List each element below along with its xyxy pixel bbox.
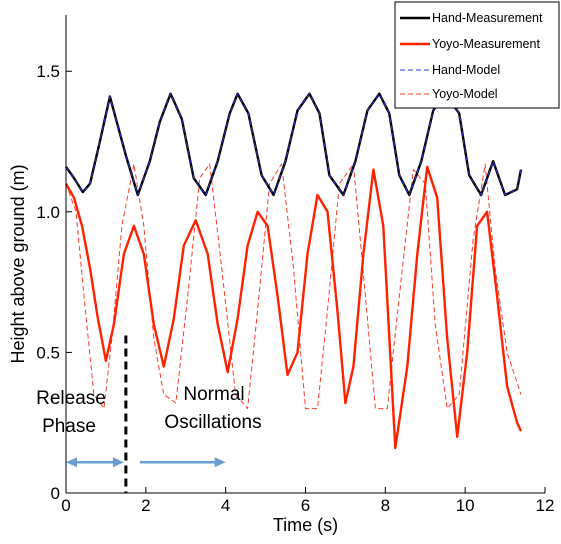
arrow-head (214, 457, 226, 468)
x-tick-label: 10 (456, 496, 475, 515)
y-axis-title: Height above ground (m) (8, 164, 28, 363)
x-tick-label: 8 (381, 496, 390, 515)
x-tick-label: 6 (301, 496, 310, 515)
release-phase-arrow (66, 457, 124, 468)
arrow-head (66, 457, 77, 468)
x-axis-title: Time (s) (273, 515, 338, 535)
normal-oscillations-arrow (139, 457, 226, 468)
series-line-yoyo-model (65, 163, 522, 410)
annotation-layer: Release Phase Normal Oscillations (36, 335, 262, 493)
legend-label-hand-model: Hand-Model (432, 63, 500, 77)
release-phase-label-line1: Release (36, 388, 106, 409)
series-line-yoyo-measurement (64, 165, 523, 450)
legend-label-yoyo-model: Yoyo-Model (432, 87, 498, 101)
x-tick-label: 0 (61, 496, 70, 515)
normal-oscillations-label-line2: Oscillations (164, 412, 261, 433)
release-phase-label-line2: Phase (42, 416, 96, 437)
normal-oscillations-label-line1: Normal (183, 384, 244, 405)
y-tick-label: 0.5 (36, 343, 60, 362)
x-tick-label: 12 (536, 496, 555, 515)
y-tick-label: 1.0 (36, 203, 60, 222)
x-tick-label: 4 (221, 496, 230, 515)
x-ticks: 0 2 4 6 8 10 12 (61, 487, 554, 515)
y-tick-label: 1.5 (36, 62, 60, 81)
x-tick-label: 2 (141, 496, 150, 515)
legend-label-hand-measurement: Hand-Measurement (432, 11, 543, 25)
legend: Hand-Measurement Yoyo-Measurement Hand-M… (394, 1, 560, 109)
arrow-head (112, 457, 124, 468)
series-layer (64, 92, 523, 450)
y-ticks: 0 0.5 1.0 1.5 (36, 62, 72, 503)
legend-label-yoyo-measurement: Yoyo-Measurement (432, 37, 540, 51)
series-line-hand-measurement (65, 92, 523, 197)
legend-box (394, 1, 560, 109)
y-tick-label: 0 (51, 484, 60, 503)
